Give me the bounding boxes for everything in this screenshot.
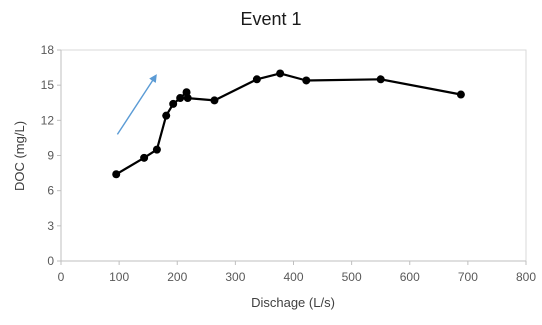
data-point: [302, 76, 311, 85]
data-point: [183, 94, 192, 103]
data-point: [140, 153, 149, 162]
y-tick-label: 6: [47, 184, 54, 198]
chart-title: Event 1: [240, 9, 301, 29]
y-tick-label: 18: [41, 43, 55, 57]
data-point: [252, 75, 261, 84]
x-tick-label: 0: [58, 270, 65, 284]
x-tick-label: 100: [109, 270, 129, 284]
data-point: [456, 90, 465, 99]
data-point: [176, 94, 185, 103]
x-tick-label: 700: [458, 270, 478, 284]
x-axis-title: Dischage (L/s): [251, 295, 335, 310]
y-tick-label: 15: [41, 78, 55, 92]
y-axis-title: DOC (mg/L): [12, 121, 27, 191]
plot-area-border: [60, 49, 527, 262]
y-tick-label: 0: [47, 254, 54, 268]
data-point: [112, 170, 121, 179]
x-tick-label: 200: [167, 270, 187, 284]
trend-arrow: [116, 74, 157, 135]
data-point: [276, 69, 285, 78]
x-tick-label: 500: [342, 270, 362, 284]
data-point: [152, 145, 161, 154]
data-point: [162, 111, 171, 120]
plot-area: 0 3 6 9 12 15 18 0 100 200 300 400 500 600 700 800: [41, 43, 537, 284]
data-point: [169, 99, 178, 108]
data-point: [210, 96, 219, 105]
data-point: [376, 75, 385, 84]
x-tick-label: 800: [516, 270, 536, 284]
series-line: [115, 72, 462, 176]
y-tick-label: 9: [47, 149, 54, 163]
x-tick-label: 400: [283, 270, 303, 284]
x-tick-label: 600: [400, 270, 420, 284]
y-tick-label: 12: [41, 113, 55, 127]
x-tick-label: 300: [225, 270, 245, 284]
y-tick-label: 3: [47, 219, 54, 233]
